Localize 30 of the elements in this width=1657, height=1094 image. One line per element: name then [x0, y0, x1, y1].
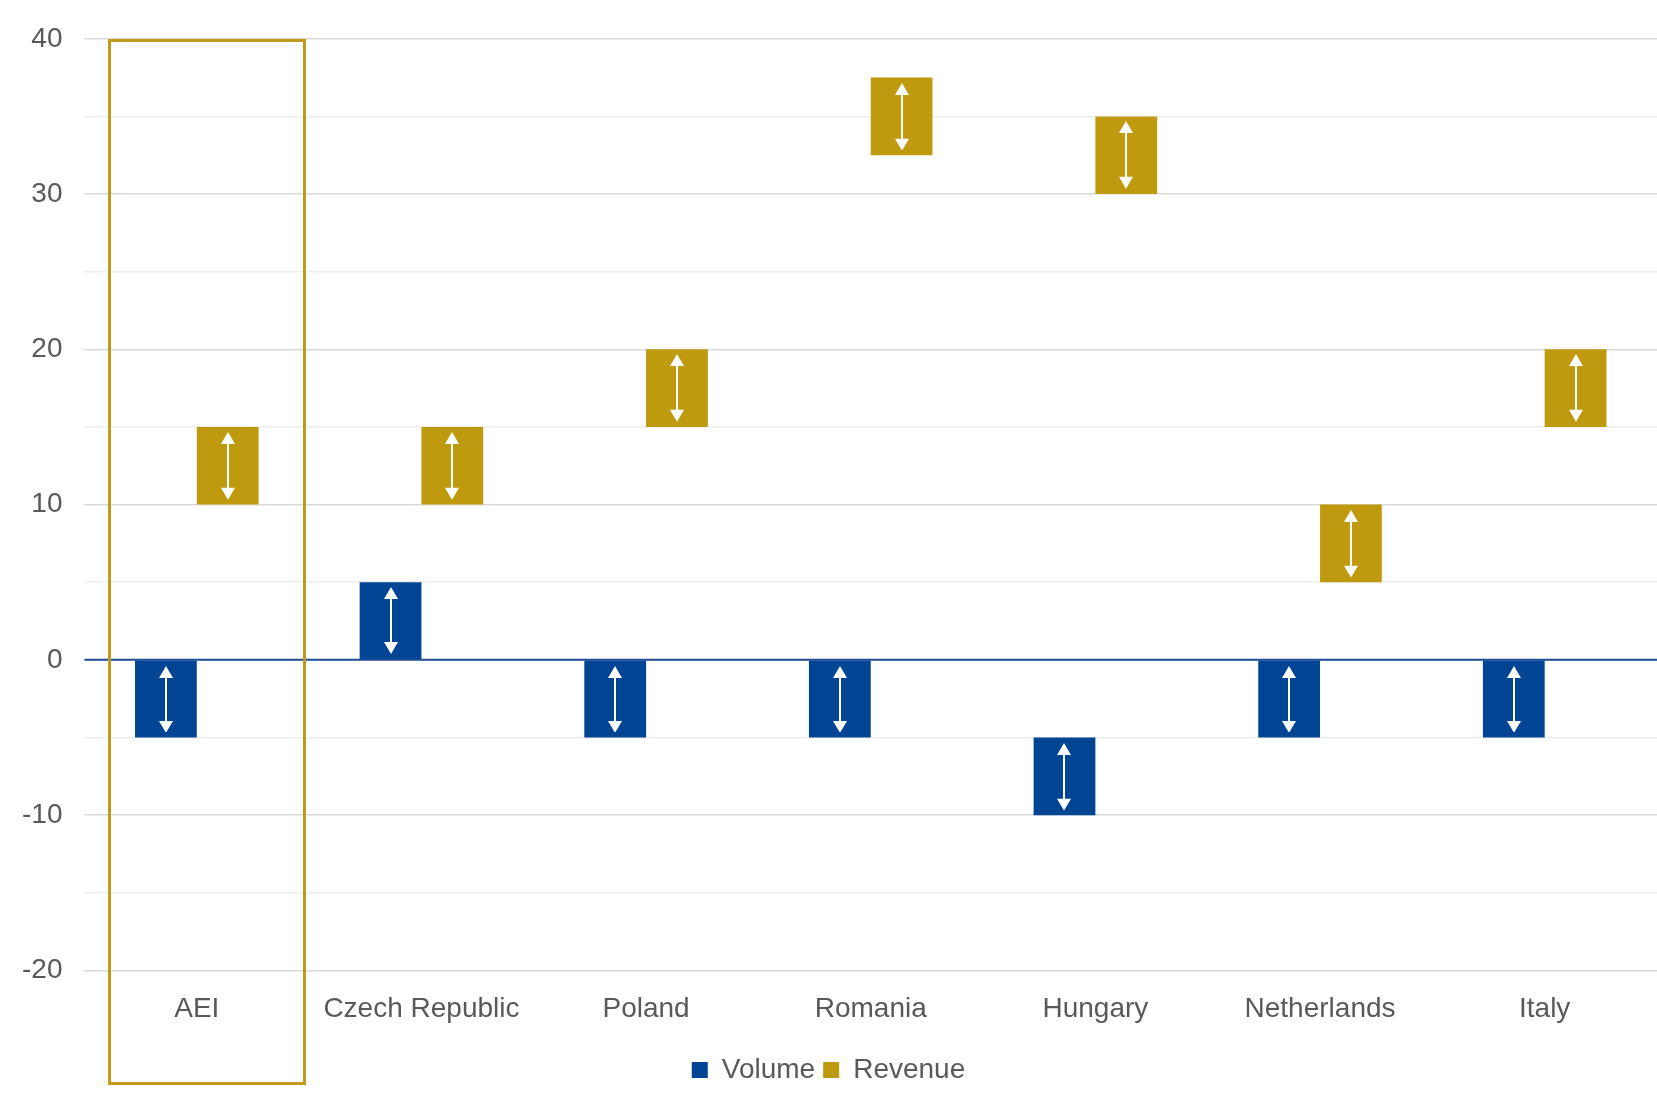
y-tick-label: 40 — [31, 21, 63, 53]
bar — [1033, 737, 1096, 816]
x-tick-label: Romania — [814, 991, 928, 1023]
bar — [1258, 660, 1321, 738]
x-tick-label: Czech Republic — [323, 991, 520, 1023]
bar — [359, 582, 422, 660]
x-tick-label: Italy — [1519, 991, 1571, 1023]
bar — [584, 660, 647, 738]
legend-label: Revenue — [853, 1052, 966, 1084]
x-tick-label: Netherlands — [1244, 991, 1396, 1023]
bar — [646, 349, 708, 427]
y-tick-label: 30 — [31, 176, 63, 208]
bar — [870, 77, 933, 156]
bar — [196, 426, 259, 505]
y-tick-label: 10 — [31, 487, 63, 519]
bar — [135, 660, 197, 738]
y-tick-label: -10 — [22, 797, 63, 829]
bar — [1482, 660, 1545, 738]
legend-label: Volume — [721, 1052, 816, 1084]
x-tick-label: Hungary — [1042, 991, 1149, 1023]
x-tick-label: AEI — [174, 991, 220, 1023]
y-tick-label: 0 — [46, 642, 63, 674]
bar — [1320, 504, 1382, 583]
bar — [1544, 349, 1607, 427]
bar — [1095, 116, 1158, 195]
bar — [421, 426, 484, 505]
y-tick-label: -20 — [22, 953, 63, 985]
bar — [808, 660, 871, 738]
x-tick-label: Poland — [602, 991, 690, 1023]
y-tick-label: 20 — [31, 332, 63, 364]
